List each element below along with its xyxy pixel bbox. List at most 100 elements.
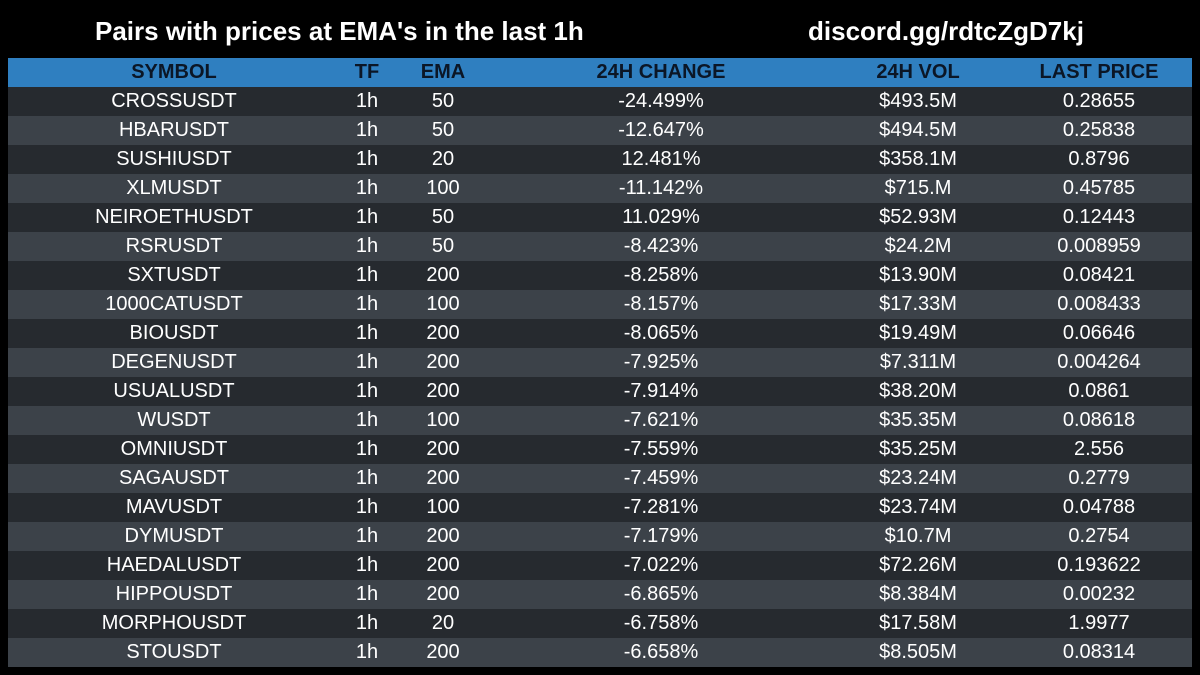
ema-cell: 200: [394, 464, 492, 493]
tf-cell: 1h: [340, 203, 394, 232]
price-cell: 2.556: [1006, 435, 1192, 464]
price-cell: 0.008959: [1006, 232, 1192, 261]
change-cell: -6.658%: [492, 638, 830, 667]
change-cell: -8.157%: [492, 290, 830, 319]
tf-cell: 1h: [340, 232, 394, 261]
volume-cell: $38.20M: [830, 377, 1006, 406]
ema-cell: 200: [394, 638, 492, 667]
ema-cell: 200: [394, 348, 492, 377]
ema-cell: 100: [394, 290, 492, 319]
tf-cell: 1h: [340, 638, 394, 667]
volume-cell: $72.26M: [830, 551, 1006, 580]
price-cell: 0.2779: [1006, 464, 1192, 493]
volume-cell: $23.24M: [830, 464, 1006, 493]
change-cell: -7.281%: [492, 493, 830, 522]
volume-cell: $35.35M: [830, 406, 1006, 435]
table-row: HBARUSDT 1h 50 -12.647% $494.5M 0.25838: [8, 116, 1192, 145]
tf-cell: 1h: [340, 377, 394, 406]
volume-cell: $358.1M: [830, 145, 1006, 174]
tf-cell: 1h: [340, 87, 394, 116]
change-cell: -24.499%: [492, 87, 830, 116]
symbol-cell: SUSHIUSDT: [8, 145, 340, 174]
table-row: MORPHOUSDT 1h 20 -6.758% $17.58M 1.9977: [8, 609, 1192, 638]
pairs-table: SYMBOL TF EMA 24H CHANGE 24H VOL LAST PR…: [8, 58, 1192, 667]
table-row: USUALUSDT 1h 200 -7.914% $38.20M 0.0861: [8, 377, 1192, 406]
change-cell: -7.022%: [492, 551, 830, 580]
volume-cell: $10.7M: [830, 522, 1006, 551]
column-header-last-price: LAST PRICE: [1006, 58, 1192, 87]
volume-cell: $24.2M: [830, 232, 1006, 261]
symbol-cell: XLMUSDT: [8, 174, 340, 203]
price-cell: 0.08618: [1006, 406, 1192, 435]
volume-cell: $52.93M: [830, 203, 1006, 232]
tf-cell: 1h: [340, 319, 394, 348]
change-cell: 12.481%: [492, 145, 830, 174]
symbol-cell: WUSDT: [8, 406, 340, 435]
table-row: NEIROETHUSDT 1h 50 11.029% $52.93M 0.12443: [8, 203, 1192, 232]
tf-cell: 1h: [340, 609, 394, 638]
column-header-symbol: SYMBOL: [8, 58, 340, 87]
symbol-cell: HBARUSDT: [8, 116, 340, 145]
price-cell: 0.004264: [1006, 348, 1192, 377]
table-row: RSRUSDT 1h 50 -8.423% $24.2M 0.008959: [8, 232, 1192, 261]
price-cell: 0.008433: [1006, 290, 1192, 319]
change-cell: -7.914%: [492, 377, 830, 406]
table-row: DEGENUSDT 1h 200 -7.925% $7.311M 0.004264: [8, 348, 1192, 377]
volume-cell: $17.58M: [830, 609, 1006, 638]
tf-cell: 1h: [340, 290, 394, 319]
tf-cell: 1h: [340, 522, 394, 551]
price-cell: 0.2754: [1006, 522, 1192, 551]
column-header-tf: TF: [340, 58, 394, 87]
ema-cell: 200: [394, 261, 492, 290]
table-row: XLMUSDT 1h 100 -11.142% $715.M 0.45785: [8, 174, 1192, 203]
price-cell: 1.9977: [1006, 609, 1192, 638]
change-cell: -7.621%: [492, 406, 830, 435]
symbol-cell: DYMUSDT: [8, 522, 340, 551]
change-cell: -11.142%: [492, 174, 830, 203]
table-row: STOUSDT 1h 200 -6.658% $8.505M 0.08314: [8, 638, 1192, 667]
ema-cell: 50: [394, 203, 492, 232]
change-cell: -7.179%: [492, 522, 830, 551]
symbol-cell: MORPHOUSDT: [8, 609, 340, 638]
ema-cell: 200: [394, 435, 492, 464]
change-cell: -6.865%: [492, 580, 830, 609]
ema-cell: 200: [394, 377, 492, 406]
symbol-cell: CROSSUSDT: [8, 87, 340, 116]
symbol-cell: HIPPOUSDT: [8, 580, 340, 609]
price-cell: 0.12443: [1006, 203, 1192, 232]
ema-cell: 50: [394, 87, 492, 116]
discord-link[interactable]: discord.gg/rdtcZgD7kj: [808, 16, 1084, 46]
volume-cell: $7.311M: [830, 348, 1006, 377]
volume-cell: $8.505M: [830, 638, 1006, 667]
price-cell: 0.08421: [1006, 261, 1192, 290]
symbol-cell: BIOUSDT: [8, 319, 340, 348]
table-row: SUSHIUSDT 1h 20 12.481% $358.1M 0.8796: [8, 145, 1192, 174]
symbol-cell: OMNIUSDT: [8, 435, 340, 464]
ema-cell: 20: [394, 145, 492, 174]
ema-cell: 200: [394, 580, 492, 609]
volume-cell: $35.25M: [830, 435, 1006, 464]
change-cell: -7.459%: [492, 464, 830, 493]
volume-cell: $494.5M: [830, 116, 1006, 145]
change-cell: 11.029%: [492, 203, 830, 232]
price-cell: 0.25838: [1006, 116, 1192, 145]
symbol-cell: SXTUSDT: [8, 261, 340, 290]
volume-cell: $19.49M: [830, 319, 1006, 348]
ema-cell: 200: [394, 319, 492, 348]
tf-cell: 1h: [340, 464, 394, 493]
table-row: MAVUSDT 1h 100 -7.281% $23.74M 0.04788: [8, 493, 1192, 522]
volume-cell: $8.384M: [830, 580, 1006, 609]
tf-cell: 1h: [340, 406, 394, 435]
change-cell: -8.423%: [492, 232, 830, 261]
volume-cell: $17.33M: [830, 290, 1006, 319]
table-row: WUSDT 1h 100 -7.621% $35.35M 0.08618: [8, 406, 1192, 435]
change-cell: -7.559%: [492, 435, 830, 464]
symbol-cell: HAEDALUSDT: [8, 551, 340, 580]
tf-cell: 1h: [340, 348, 394, 377]
table-row: CROSSUSDT 1h 50 -24.499% $493.5M 0.28655: [8, 87, 1192, 116]
price-cell: 0.28655: [1006, 87, 1192, 116]
change-cell: -6.758%: [492, 609, 830, 638]
tf-cell: 1h: [340, 551, 394, 580]
ema-cell: 200: [394, 551, 492, 580]
ema-cell: 200: [394, 522, 492, 551]
